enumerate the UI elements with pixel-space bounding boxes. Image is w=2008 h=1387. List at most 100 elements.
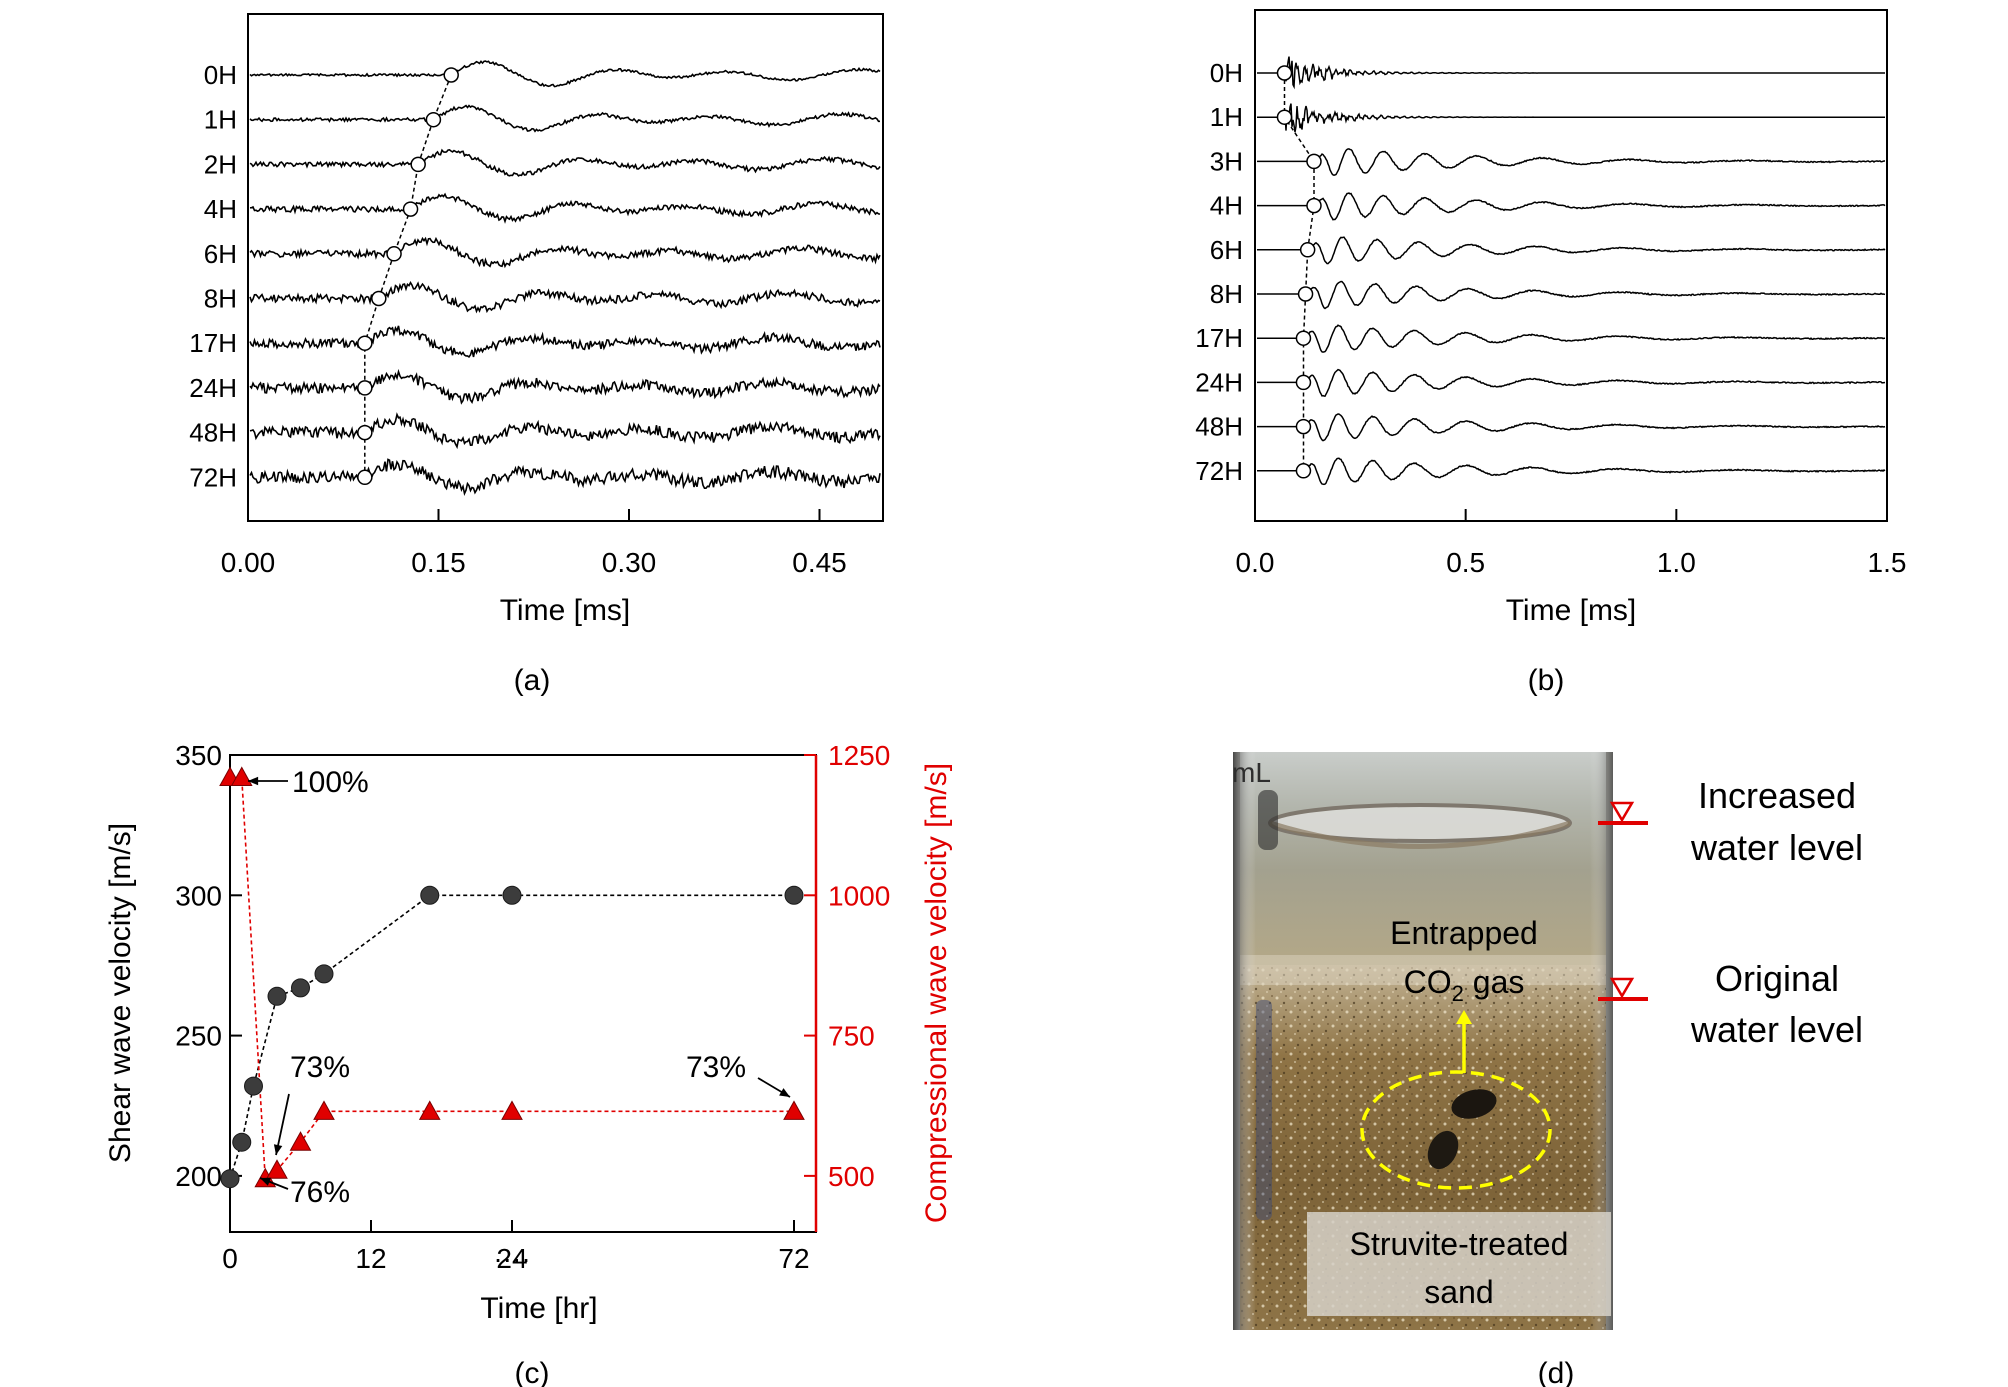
- panel-a-frame: [247, 13, 884, 522]
- sand-label-box: [1307, 1212, 1611, 1316]
- panel-b-x-tick-label: 1.5: [1868, 547, 1907, 578]
- panel-c-y-tick-label: 300: [175, 880, 222, 911]
- panel-b-trace-label: 24H: [1195, 367, 1243, 397]
- increased-water-label-line1: Increased: [1698, 775, 1856, 816]
- panel-b-arrival-marker: [1306, 197, 1322, 214]
- panel-c-annotation: 76%: [290, 1176, 350, 1209]
- panel-c-compression-point: [266, 1159, 288, 1179]
- panel-d-label: (d): [1538, 1357, 1575, 1387]
- panel-b-trace-label: 6H: [1210, 235, 1243, 265]
- panel-c-annotation-arrowhead: [273, 1144, 283, 1155]
- panel-b-trace-label: 17H: [1195, 323, 1243, 353]
- panel-b-arrival-marker: [1295, 330, 1312, 346]
- panel-d-photo: mL Increased water level Original water …: [1232, 752, 1863, 1387]
- panel-b-trace-label: 48H: [1195, 412, 1243, 442]
- panel-b-trace: [1257, 192, 1886, 221]
- panel-c-annotation-arrow: [275, 1093, 290, 1156]
- panel-b-trace-label: 4H: [1210, 191, 1243, 221]
- panel-b-trace: [1257, 103, 1885, 133]
- panel-b-arrival-markers: [1276, 65, 1322, 479]
- panel-b-arrival-marker: [1276, 109, 1293, 125]
- panel-c-annotation-arrowhead: [260, 1177, 271, 1186]
- panel-a-arrival-marker: [410, 156, 426, 173]
- panel-b-arrival-marker: [1306, 153, 1322, 170]
- panel-c-shear-line: [229, 894, 794, 1179]
- panel-a-arrival-marker: [357, 380, 373, 396]
- panel-c-compression-point: [230, 766, 253, 786]
- panel-a-trace-label: 48H: [189, 418, 237, 448]
- panel-a-trace-label: 6H: [204, 239, 237, 269]
- panel-a-trace: [249, 280, 881, 314]
- panel-a-arrival-marker: [357, 424, 373, 441]
- panel-c-velocity-chart: 200 250 300 350 500 750 1000 1250 0 12 24···· 72 10…: [104, 740, 953, 1387]
- panel-a-waveforms: 0.00 0.15 0.30 0.45 0H 1H 2H 4H 6H 8H 17H 24H 48H 72…: [189, 13, 884, 697]
- panel-c-y-tick-label: 200: [175, 1161, 222, 1192]
- panel-b-arrival-marker: [1299, 242, 1316, 258]
- gas-bubble: [1451, 1089, 1497, 1119]
- gas-arrow-head: [1456, 1010, 1472, 1024]
- panel-a-arrival-marker: [371, 290, 387, 307]
- panel-a-arrival-line: [364, 74, 452, 478]
- panel-c-annotation: 100%: [292, 766, 369, 799]
- panel-a-x-tick-label: 0.45: [792, 547, 847, 578]
- panel-c-series-markers: [219, 766, 805, 1189]
- panel-b-trace-labels: 0H 1H 3H 4H 6H 8H 17H 24H 48H 72H: [1195, 58, 1243, 486]
- panel-a-trace-label: 24H: [189, 373, 237, 403]
- panel-c-compression-point: [418, 1100, 441, 1120]
- panel-a-arrival-marker: [357, 335, 373, 351]
- panel-a-trace: [249, 104, 880, 133]
- panel-b-trace: [1257, 457, 1886, 486]
- panel-b-x-tick-label: 1.0: [1657, 547, 1696, 578]
- panel-c-shear-point: [502, 885, 522, 905]
- panel-a-trace-label: 72H: [189, 462, 237, 492]
- gas-bubble: [1427, 1130, 1459, 1170]
- panel-c-shear-point: [291, 978, 310, 998]
- panel-a-trace: [249, 325, 881, 358]
- panel-b-arrival-marker: [1295, 374, 1312, 391]
- panel-b-trace-label: 1H: [1210, 102, 1243, 132]
- panel-b-traces: [1257, 56, 1886, 486]
- panel-a-trace: [249, 236, 881, 269]
- panel-a-trace-label: 8H: [204, 284, 237, 314]
- panel-c-shear-point: [420, 885, 440, 905]
- panel-c-xlabel: Time [hr]: [480, 1292, 597, 1325]
- panel-b-trace: [1257, 324, 1885, 353]
- panel-b-trace: [1257, 56, 1885, 90]
- increased-water-label-line2: water level: [1690, 827, 1863, 868]
- panel-c-y-tick-label: 350: [175, 740, 222, 771]
- panel-b-label: (b): [1528, 664, 1565, 697]
- panel-c-ylabel: Shear wave velocity [m/s]: [104, 823, 137, 1163]
- panel-b-trace-label: 3H: [1210, 146, 1243, 176]
- panel-a-trace: [249, 368, 881, 405]
- panel-c-x-tick-label: 0: [222, 1243, 238, 1274]
- panel-b-trace: [1257, 368, 1886, 398]
- panel-c-label: (c): [515, 1357, 550, 1387]
- panel-c-frame: [229, 754, 817, 1233]
- panel-a-trace: [249, 148, 881, 177]
- panel-b-trace-label: 8H: [1210, 279, 1243, 309]
- panel-b-waveforms: 0.0 0.5 1.0 1.5 0H 1H 3H 4H 6H 8H 17H 24H 48H 72H Ti…: [1195, 9, 1907, 697]
- panel-b-x-tick-label: 0.5: [1446, 547, 1485, 578]
- panel-b-trace-label: 0H: [1210, 58, 1243, 88]
- panel-b-arrival-marker: [1297, 286, 1314, 302]
- panel-a-x-ticks: 0.00 0.15 0.30 0.45: [221, 509, 847, 578]
- panel-a-trace-label: 0H: [204, 60, 237, 90]
- panel-b-arrival-marker: [1276, 65, 1293, 81]
- panel-c-compression-point: [313, 1100, 335, 1120]
- panel-c-annotations: 100% 73% 76% 73%: [248, 766, 791, 1209]
- panel-c-shear-point: [232, 1132, 252, 1152]
- panel-b-trace: [1257, 148, 1885, 176]
- panel-c-annotation: 73%: [290, 1051, 350, 1084]
- panel-a-trace-label: 17H: [189, 328, 237, 358]
- panel-b-trace: [1257, 280, 1886, 310]
- panel-c-annotation-arrowhead: [779, 1088, 790, 1097]
- panel-b-arrival-line: [1283, 73, 1315, 471]
- panel-c-y-tick-label: 250: [175, 1021, 222, 1052]
- panel-a-arrival-marker: [402, 201, 419, 217]
- bubble-highlight: [1360, 1070, 1552, 1190]
- panel-c-y2-tick-label: 1000: [828, 880, 890, 911]
- panel-a-x-tick-label: 0.15: [411, 547, 466, 578]
- original-water-marker: [1598, 977, 1648, 1001]
- original-water-label-line2: water level: [1690, 1009, 1863, 1050]
